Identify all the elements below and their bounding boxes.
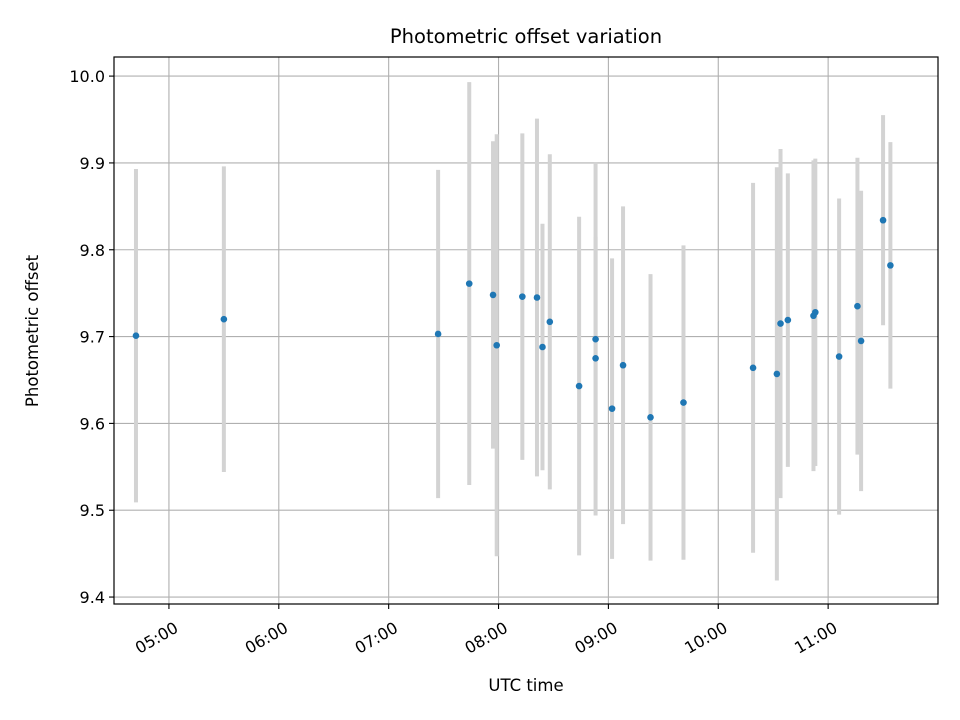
data-point xyxy=(132,332,140,340)
data-point xyxy=(493,341,501,349)
data-point xyxy=(575,382,583,390)
y-tick-label: 9.4 xyxy=(80,588,105,607)
data-point xyxy=(812,308,819,316)
chart-title: Photometric offset variation xyxy=(390,25,662,48)
data-point xyxy=(857,337,865,345)
data-point xyxy=(434,330,442,338)
data-point xyxy=(220,315,228,323)
data-point xyxy=(773,370,781,378)
y-axis-label: Photometric offset xyxy=(23,254,42,407)
y-tick-label: 9.9 xyxy=(80,154,105,173)
y-tick-label: 9.7 xyxy=(80,328,105,347)
y-tick-label: 10.0 xyxy=(69,67,105,86)
data-point xyxy=(533,294,541,301)
data-point xyxy=(680,399,687,406)
data-point xyxy=(592,354,599,362)
data-point xyxy=(879,216,887,224)
data-point xyxy=(592,335,599,343)
data-point xyxy=(647,414,654,421)
data-point xyxy=(489,291,497,299)
data-point xyxy=(887,262,894,269)
grid xyxy=(114,57,938,604)
data-point xyxy=(854,302,861,310)
data-point xyxy=(777,320,784,327)
y-tick-label: 9.8 xyxy=(80,241,105,260)
plot-frame xyxy=(113,56,939,605)
data-point xyxy=(835,353,843,360)
data-point xyxy=(539,343,546,351)
plot-area xyxy=(114,57,938,604)
data-point xyxy=(749,364,757,372)
data-point xyxy=(519,293,526,300)
data-points xyxy=(132,216,894,421)
data-point xyxy=(784,316,792,324)
y-tick-label: 9.6 xyxy=(80,414,105,433)
y-axis-ticks: 9.4 9.5 9.6 9.7 9.8 9.9 10.0 xyxy=(69,67,114,607)
data-point xyxy=(619,361,627,369)
y-tick-label: 9.5 xyxy=(80,501,105,520)
data-point xyxy=(465,280,473,287)
data-point xyxy=(546,318,554,326)
data-point xyxy=(608,405,616,412)
x-axis-label: UTC time xyxy=(488,676,563,695)
